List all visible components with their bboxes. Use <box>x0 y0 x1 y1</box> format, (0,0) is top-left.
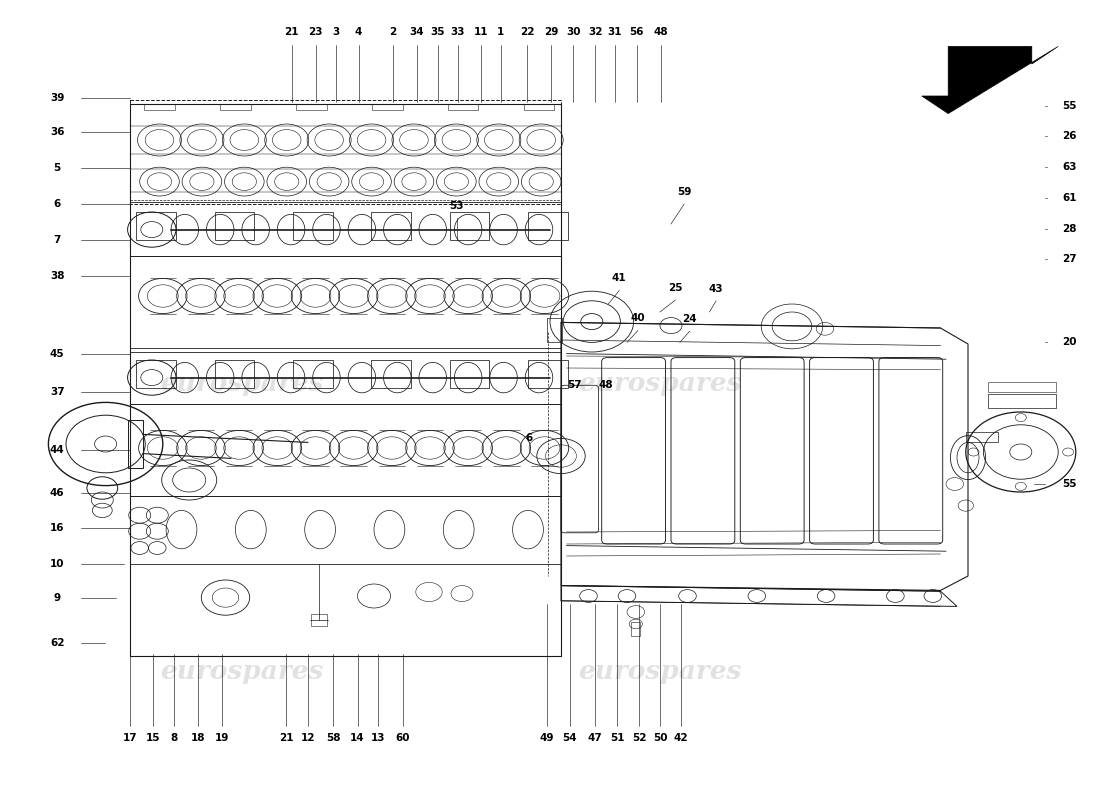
Text: 38: 38 <box>50 271 65 281</box>
Bar <box>631 622 640 636</box>
Bar <box>293 212 332 240</box>
Text: 50: 50 <box>652 733 668 742</box>
Text: 21: 21 <box>284 27 299 37</box>
Text: 13: 13 <box>371 733 386 742</box>
Bar <box>214 360 254 388</box>
Text: 29: 29 <box>543 27 559 37</box>
Text: 8: 8 <box>170 733 177 742</box>
Text: 7: 7 <box>54 235 60 245</box>
Text: 43: 43 <box>708 284 724 294</box>
Text: 56: 56 <box>629 27 645 37</box>
Bar <box>450 360 490 388</box>
Text: 3: 3 <box>332 27 339 37</box>
Text: 36: 36 <box>50 127 65 137</box>
Text: 37: 37 <box>50 387 65 397</box>
Text: 19: 19 <box>214 733 230 742</box>
Text: 63: 63 <box>1062 162 1077 172</box>
Text: 18: 18 <box>190 733 206 742</box>
Text: 6: 6 <box>526 433 532 442</box>
Bar <box>450 212 490 240</box>
Text: 23: 23 <box>308 27 323 37</box>
Text: 5: 5 <box>54 163 60 173</box>
Bar <box>448 104 478 110</box>
Polygon shape <box>922 46 1058 114</box>
Bar <box>296 104 327 110</box>
Bar <box>220 104 251 110</box>
Bar <box>528 212 568 240</box>
Text: 44: 44 <box>50 446 65 455</box>
Text: 61: 61 <box>1062 194 1077 203</box>
Text: 14: 14 <box>350 733 365 742</box>
Text: 59: 59 <box>676 187 692 197</box>
Bar <box>144 104 175 110</box>
Text: 17: 17 <box>122 733 138 742</box>
Text: 9: 9 <box>54 594 60 603</box>
Text: 2: 2 <box>389 27 396 37</box>
Text: 25: 25 <box>668 283 683 293</box>
Bar <box>988 394 1056 408</box>
Bar <box>293 360 332 388</box>
Text: 27: 27 <box>1062 254 1077 264</box>
Bar <box>372 104 403 110</box>
Text: 12: 12 <box>300 733 316 742</box>
Text: 55: 55 <box>1062 479 1077 489</box>
Text: 42: 42 <box>673 733 689 742</box>
Text: 57: 57 <box>566 380 582 390</box>
Text: 49: 49 <box>539 733 554 742</box>
Bar <box>136 212 176 240</box>
Bar <box>988 382 1056 392</box>
Text: 15: 15 <box>145 733 161 742</box>
Text: eurospares: eurospares <box>579 371 741 397</box>
Text: 16: 16 <box>50 523 65 533</box>
Text: 48: 48 <box>653 27 669 37</box>
Bar <box>524 104 554 110</box>
Bar <box>372 360 411 388</box>
Text: 41: 41 <box>612 274 627 283</box>
Text: 60: 60 <box>395 733 410 742</box>
Text: 32: 32 <box>587 27 603 37</box>
Bar <box>311 614 327 626</box>
Text: 4: 4 <box>355 27 362 37</box>
Text: eurospares: eurospares <box>579 659 741 685</box>
Text: eurospares: eurospares <box>161 371 323 397</box>
Text: 33: 33 <box>450 27 465 37</box>
Text: 6: 6 <box>54 199 60 209</box>
Bar <box>136 360 176 388</box>
Text: 51: 51 <box>609 733 625 742</box>
Text: 21: 21 <box>278 733 294 742</box>
Bar <box>214 212 254 240</box>
Text: 54: 54 <box>562 733 578 742</box>
Text: 53: 53 <box>449 202 464 211</box>
Text: 62: 62 <box>50 638 65 648</box>
Text: 45: 45 <box>50 349 65 358</box>
Text: 55: 55 <box>1062 101 1077 110</box>
Text: 46: 46 <box>50 488 65 498</box>
Text: 35: 35 <box>430 27 446 37</box>
Text: 1: 1 <box>497 27 504 37</box>
Text: 52: 52 <box>631 733 647 742</box>
Text: 40: 40 <box>630 314 646 323</box>
Text: 22: 22 <box>519 27 535 37</box>
Text: 47: 47 <box>587 733 603 742</box>
Text: 58: 58 <box>326 733 341 742</box>
Text: eurospares: eurospares <box>161 659 323 685</box>
Text: 31: 31 <box>607 27 623 37</box>
Bar <box>547 318 562 342</box>
Text: 28: 28 <box>1062 224 1077 234</box>
Text: 11: 11 <box>473 27 488 37</box>
Text: 39: 39 <box>50 93 65 102</box>
Text: 10: 10 <box>50 559 65 569</box>
Text: 34: 34 <box>409 27 425 37</box>
Text: 26: 26 <box>1062 131 1077 141</box>
Text: 48: 48 <box>598 380 614 390</box>
Text: 24: 24 <box>682 314 697 324</box>
Bar <box>528 360 568 388</box>
Text: 20: 20 <box>1062 338 1077 347</box>
Bar <box>372 212 411 240</box>
Text: 30: 30 <box>565 27 581 37</box>
